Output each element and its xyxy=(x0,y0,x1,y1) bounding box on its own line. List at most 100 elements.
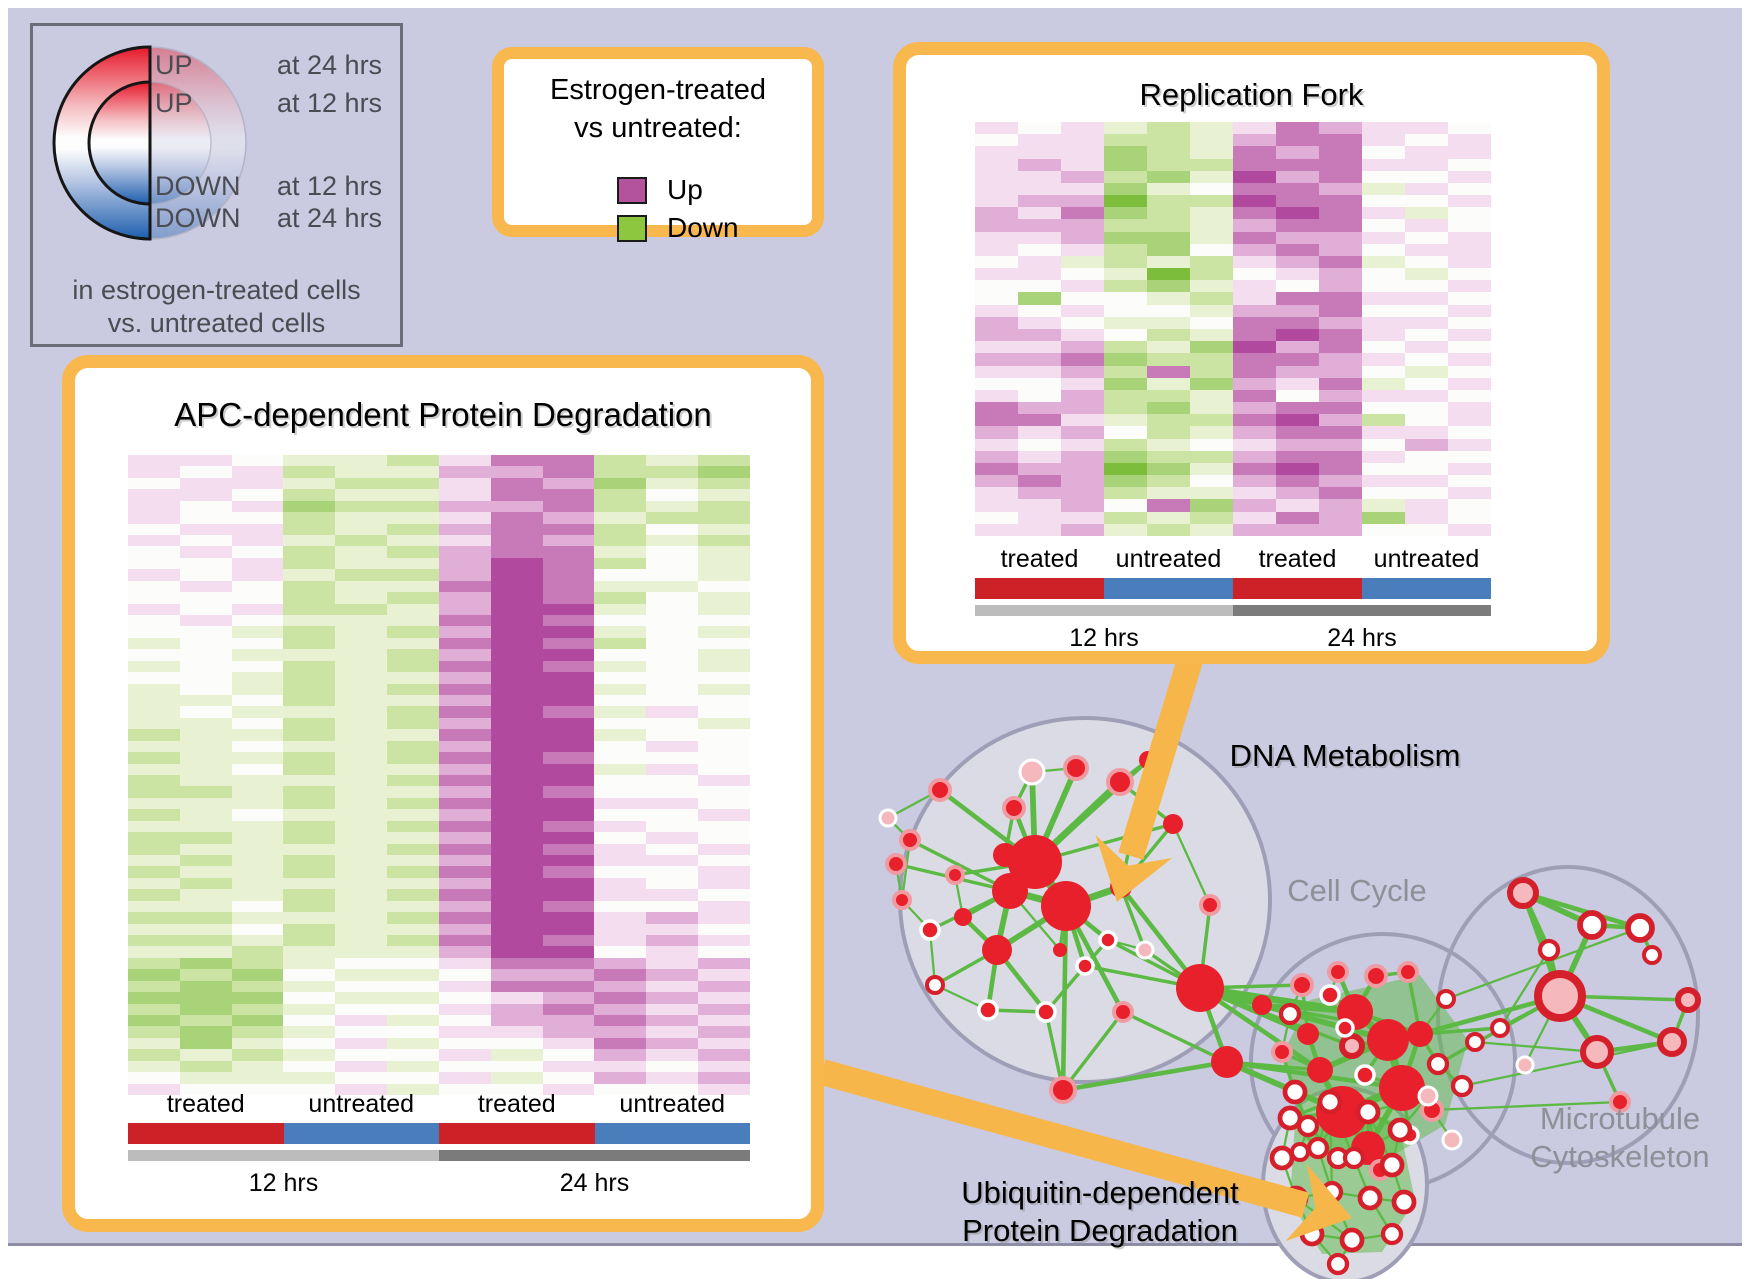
heatmap-cell xyxy=(438,877,491,890)
heatmap-cell xyxy=(1405,377,1448,390)
heatmap-cell xyxy=(128,660,180,673)
heatmap-cell xyxy=(1405,499,1448,512)
heatmap-cell xyxy=(438,580,491,593)
heatmap-cell xyxy=(1362,134,1405,147)
heatmap-cell xyxy=(1448,255,1491,269)
heatmap-cell xyxy=(698,946,750,958)
heatmap-cell xyxy=(1319,243,1362,256)
heatmap-cell xyxy=(1319,231,1362,244)
heatmap-cell xyxy=(283,466,336,478)
heatmap-cell xyxy=(594,969,647,981)
heatmap-cell xyxy=(1448,304,1491,317)
heatmap-cell xyxy=(490,900,543,913)
heatmap-cell xyxy=(1190,158,1233,171)
heatmap-cell xyxy=(438,866,491,878)
heatmap-cell xyxy=(283,832,336,844)
heatmap-cell xyxy=(1276,255,1319,269)
updown-direction-label: UP xyxy=(155,50,193,80)
heatmap-cell xyxy=(975,122,1018,135)
heatmap-cell xyxy=(698,1083,750,1095)
heatmap-cell xyxy=(283,980,336,993)
network-node xyxy=(1106,768,1134,796)
heatmap-cell xyxy=(1405,195,1448,208)
heatmap-cell xyxy=(490,1026,543,1038)
network-node xyxy=(1515,1055,1535,1075)
heatmap-cell xyxy=(179,843,232,855)
heatmap-cell xyxy=(542,546,595,558)
heatmap-cell xyxy=(128,466,180,478)
heatmap-cell xyxy=(594,935,647,947)
heatmap-cell xyxy=(1061,255,1104,269)
heatmap-cell xyxy=(283,935,336,947)
heatmap-cell xyxy=(1362,341,1405,354)
heatmap-cell xyxy=(128,603,180,615)
heatmap-cell xyxy=(1233,365,1276,378)
heatmap-cell xyxy=(594,786,647,798)
heatmap-cell xyxy=(1405,280,1448,293)
footer-line-1: in estrogen-treated cells xyxy=(72,275,361,305)
heatmap-cell xyxy=(387,832,439,844)
heatmap-cell xyxy=(438,455,491,467)
heatmap-cell xyxy=(1190,377,1233,390)
heatmap-cell xyxy=(975,219,1018,232)
heatmap-cell xyxy=(231,877,284,890)
heatmap-cell xyxy=(1018,341,1061,354)
heatmap-cell xyxy=(1147,122,1190,135)
heatmap-cell xyxy=(387,786,439,798)
heatmap-cell xyxy=(1276,329,1319,342)
heatmap-cell xyxy=(1319,255,1362,269)
untreated-bar xyxy=(594,1123,750,1144)
heatmap-cell xyxy=(1233,511,1276,524)
heatmap-cell xyxy=(179,546,232,558)
heatmap-cell xyxy=(1018,511,1061,524)
heatmap-cell xyxy=(283,957,336,970)
heatmap-cell xyxy=(646,809,699,821)
heatmap-cell xyxy=(1405,402,1448,415)
heatmap-cell xyxy=(1448,487,1491,500)
heatmap-cell xyxy=(335,980,388,993)
heatmap-cell xyxy=(542,512,595,524)
heatmap-cell xyxy=(698,969,750,981)
heatmap-cell xyxy=(1362,329,1405,342)
heatmap-cell xyxy=(1147,402,1190,415)
heatmap-cell xyxy=(283,992,336,1004)
heatmap-cell xyxy=(698,935,750,947)
heatmap-cell xyxy=(975,316,1018,329)
estrogen-color-legend: Estrogen-treated vs untreated: Up Down xyxy=(492,47,824,243)
heatmap-cell xyxy=(1147,511,1190,524)
heatmap-cell xyxy=(594,546,647,558)
heatmap-cell xyxy=(1362,170,1405,183)
heatmap-cell xyxy=(1018,487,1061,500)
heatmap-cell xyxy=(179,763,232,775)
heatmap-cell xyxy=(387,683,439,695)
heatmap-cell xyxy=(1448,426,1491,439)
heatmap-cell xyxy=(1104,475,1147,488)
heatmap-cell xyxy=(335,912,388,924)
network-edge xyxy=(1419,1026,1501,1036)
heatmap-cell xyxy=(438,786,491,798)
network-node xyxy=(1297,1023,1319,1045)
network-node xyxy=(1441,1129,1463,1151)
heatmap-cell xyxy=(1319,316,1362,329)
heatmap-cell xyxy=(179,500,232,513)
network-edge xyxy=(1198,986,1322,1072)
heatmap-cell xyxy=(1190,450,1233,463)
heatmap-cell xyxy=(490,695,543,707)
heatmap-cell xyxy=(335,1083,388,1095)
heatmap-cell xyxy=(231,477,284,490)
heatmap-cell xyxy=(387,809,439,821)
heatmap-cell xyxy=(438,820,491,833)
heatmap-cell xyxy=(542,832,595,844)
heatmap-cell xyxy=(490,660,543,673)
heatmap-cell xyxy=(646,752,699,764)
color-legend-title-line1: Estrogen-treated xyxy=(549,74,766,106)
network-node xyxy=(1465,1032,1485,1052)
heatmap-cell xyxy=(646,820,699,833)
heatmap-cell xyxy=(594,1026,647,1038)
heatmap-cell xyxy=(490,877,543,890)
heatmap-cell xyxy=(1147,195,1190,208)
heatmap-cell xyxy=(1233,158,1276,171)
heatmap-cell xyxy=(1104,195,1147,208)
heatmap-cell xyxy=(438,660,491,673)
heatmap-cell xyxy=(387,626,439,638)
